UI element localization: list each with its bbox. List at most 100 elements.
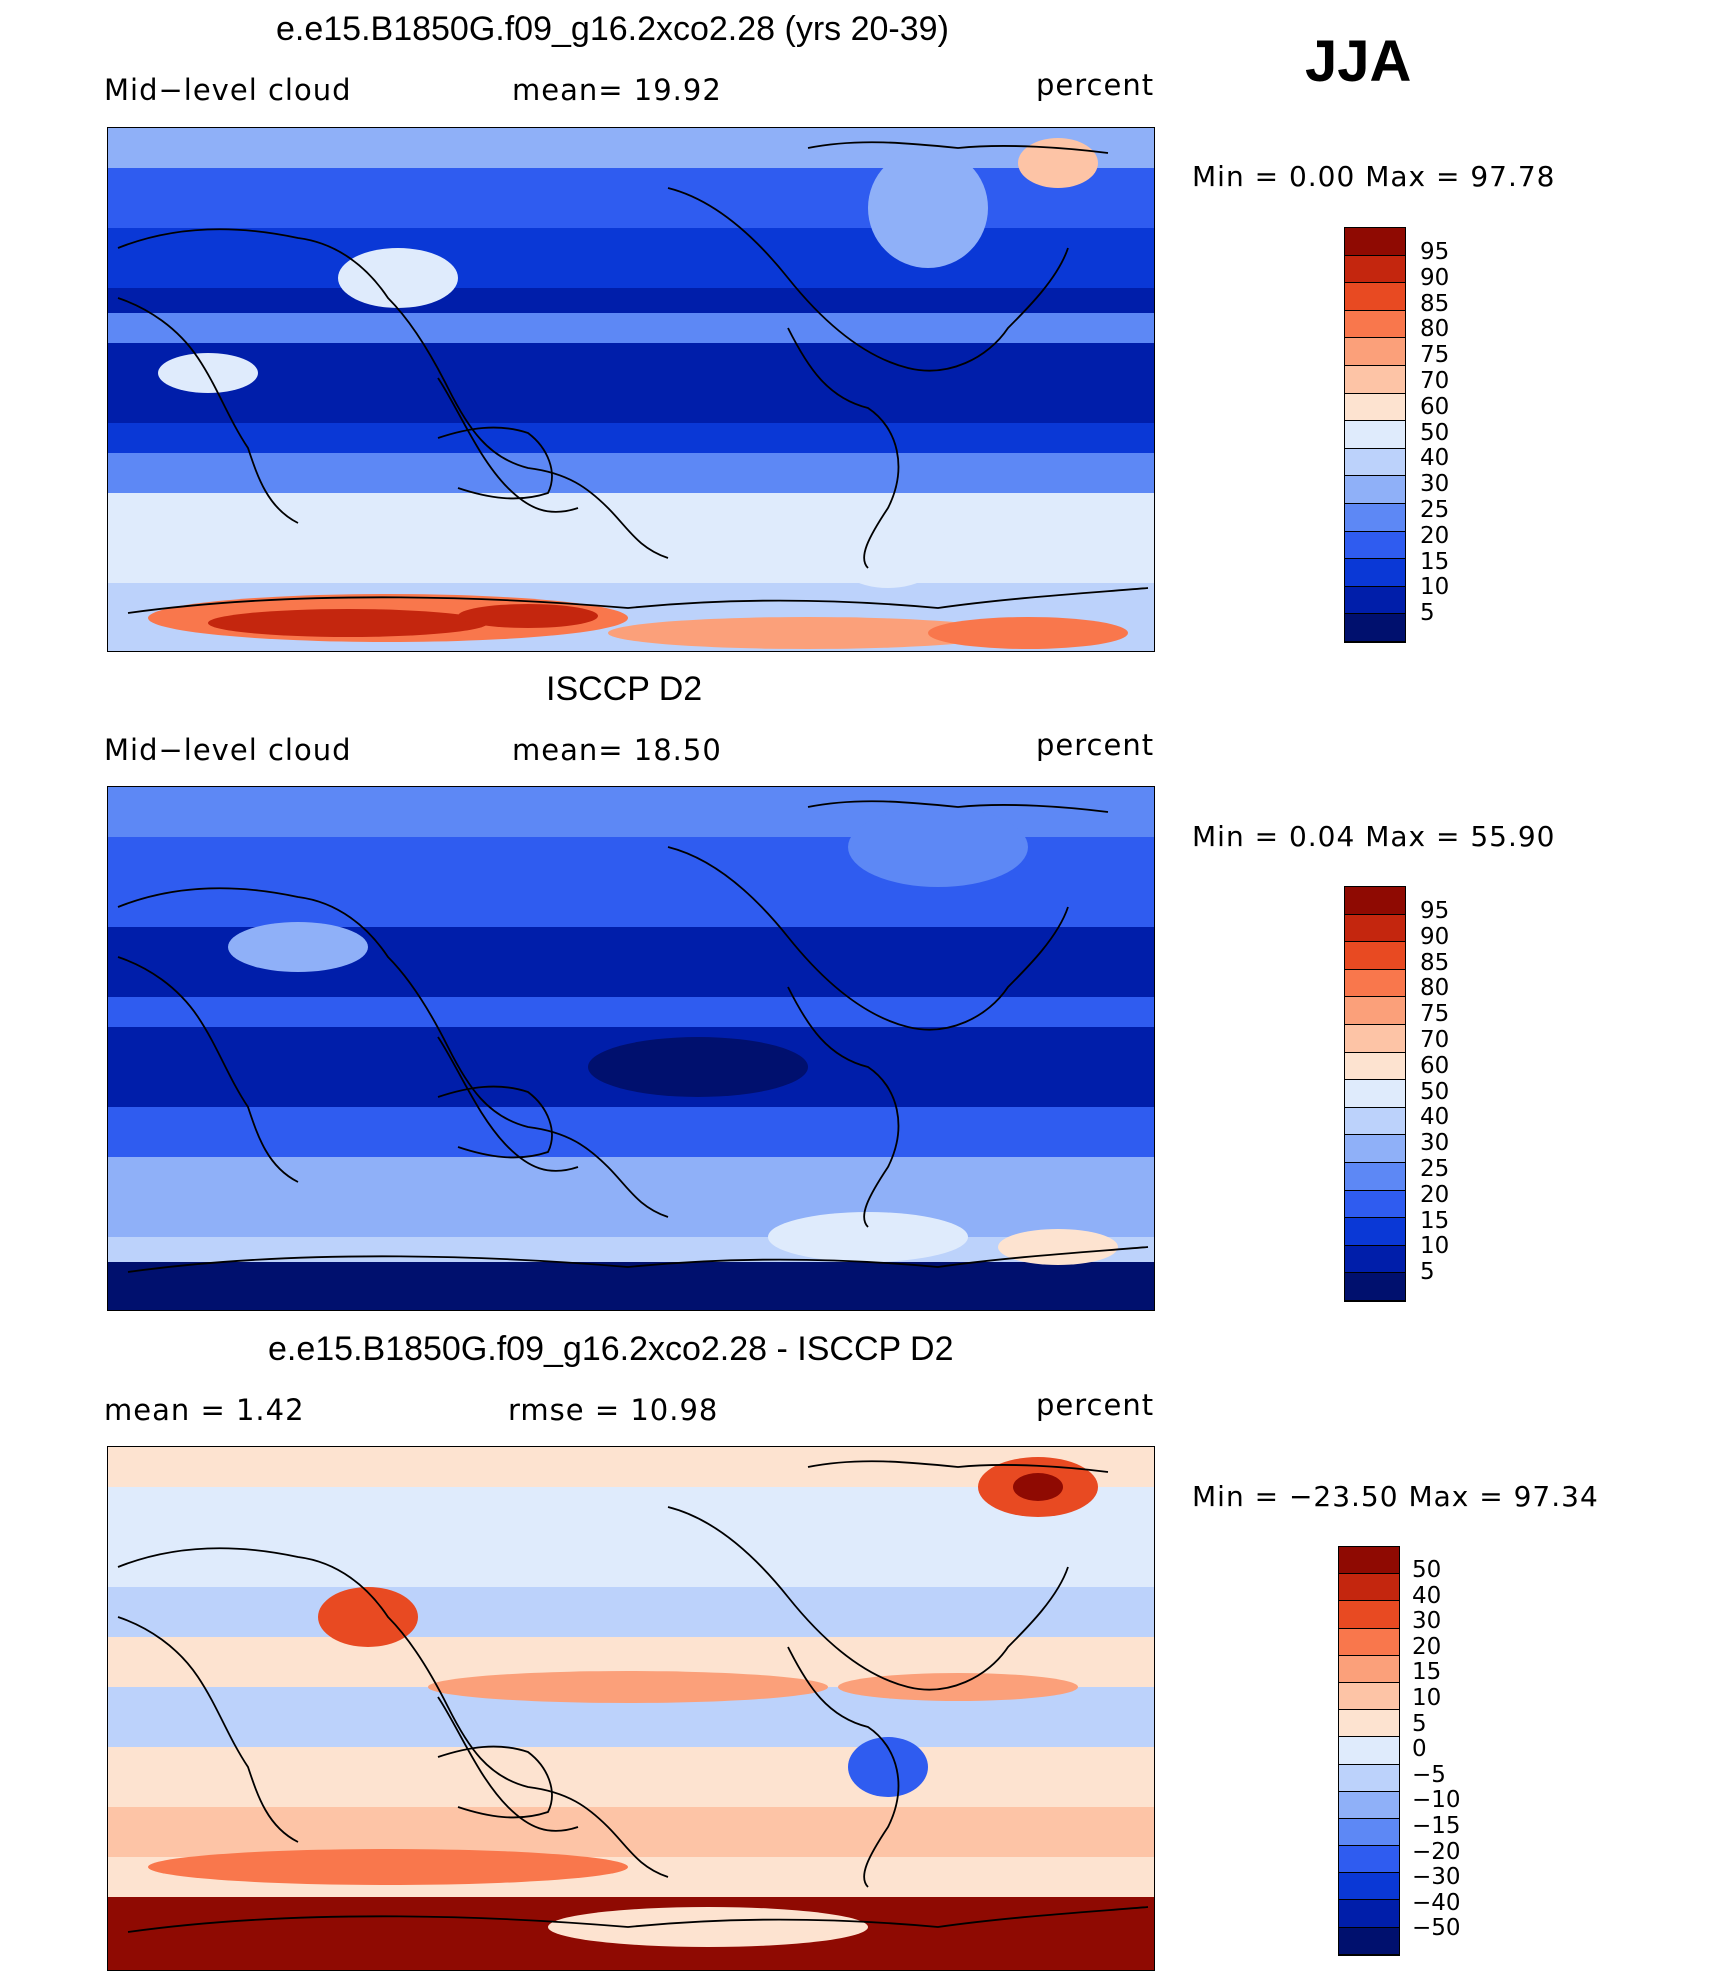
panel3-cb-label: 5 bbox=[1412, 1710, 1427, 1737]
panel3-colorbar bbox=[1338, 1546, 1400, 1956]
colorbar-swatch bbox=[1339, 1601, 1399, 1629]
panel2-mean-label: mean= 18.50 bbox=[512, 733, 722, 767]
panel3-rmse-label: rmse = 10.98 bbox=[508, 1393, 719, 1427]
colorbar-swatch bbox=[1345, 614, 1405, 642]
colorbar-swatch bbox=[1339, 1628, 1399, 1656]
panel3-cb-label: −15 bbox=[1412, 1812, 1461, 1839]
panel3-cb-label: −30 bbox=[1412, 1864, 1461, 1891]
colorbar-swatch bbox=[1345, 1273, 1405, 1301]
colorbar-swatch bbox=[1345, 476, 1405, 504]
colorbar-swatch bbox=[1345, 1135, 1405, 1163]
panel3-minmax: Min = −23.50 Max = 97.34 bbox=[1192, 1480, 1599, 1513]
panel3-cb-label: −10 bbox=[1412, 1787, 1461, 1814]
panel2-cb-label: 85 bbox=[1420, 949, 1450, 976]
colorbar-swatch bbox=[1345, 448, 1405, 477]
panel1-minmax: Min = 0.00 Max = 97.78 bbox=[1192, 160, 1556, 193]
panel1-cb-label: 95 bbox=[1420, 239, 1450, 265]
colorbar-swatch bbox=[1339, 1547, 1399, 1575]
colorbar-swatch bbox=[1339, 1682, 1399, 1711]
panel1-cb-label: 70 bbox=[1420, 367, 1450, 394]
colorbar-swatch bbox=[1339, 1655, 1399, 1683]
panel2-cb-label: 95 bbox=[1420, 898, 1450, 924]
colorbar-swatch bbox=[1345, 942, 1405, 970]
colorbar-swatch bbox=[1345, 969, 1405, 998]
panel3-map bbox=[107, 1446, 1155, 1971]
colorbar-swatch bbox=[1345, 997, 1405, 1025]
panel1-cb-label: 25 bbox=[1420, 496, 1450, 523]
season-label: JJA bbox=[1305, 29, 1412, 94]
panel2-map bbox=[107, 786, 1155, 1311]
colorbar-swatch bbox=[1339, 1710, 1399, 1738]
panel3-cb-label: 20 bbox=[1412, 1633, 1442, 1660]
panel3-cb-label: 15 bbox=[1412, 1659, 1442, 1686]
panel1-title: e.e15.B1850G.f09_g16.2xco2.28 (yrs 20-39… bbox=[276, 10, 949, 48]
panel1-mean-label: mean= 19.92 bbox=[512, 73, 722, 107]
panel1-cb-label: 15 bbox=[1420, 548, 1450, 575]
colorbar-swatch bbox=[1345, 1190, 1405, 1219]
colorbar-swatch bbox=[1345, 586, 1405, 615]
panel2-minmax: Min = 0.04 Max = 55.90 bbox=[1192, 820, 1556, 853]
panel2-cb-label: 25 bbox=[1420, 1155, 1450, 1182]
panel1-units-label: percent bbox=[1036, 68, 1155, 102]
colorbar-swatch bbox=[1339, 1873, 1399, 1901]
panel2-variable-label: Mid−level cloud bbox=[104, 733, 352, 767]
colorbar-swatch bbox=[1345, 503, 1405, 532]
panel2-cb-label: 40 bbox=[1420, 1104, 1450, 1131]
colorbar-swatch bbox=[1345, 255, 1405, 284]
panel3-cb-label: −5 bbox=[1412, 1761, 1446, 1788]
panel1-cb-label: 80 bbox=[1420, 316, 1450, 343]
panel1-cb-label: 75 bbox=[1420, 342, 1450, 369]
panel3-cb-label: 40 bbox=[1412, 1582, 1442, 1609]
panel3-cb-label: −20 bbox=[1412, 1838, 1461, 1865]
colorbar-swatch bbox=[1345, 1245, 1405, 1274]
colorbar-swatch bbox=[1345, 531, 1405, 560]
panel1-cb-label: 20 bbox=[1420, 522, 1450, 549]
panel3-cb-label: −50 bbox=[1412, 1915, 1461, 1942]
panel2-cb-label: 20 bbox=[1420, 1181, 1450, 1208]
panel3-units-label: percent bbox=[1036, 1388, 1155, 1422]
colorbar-swatch bbox=[1345, 228, 1405, 256]
colorbar-swatch bbox=[1345, 1024, 1405, 1053]
colorbar-swatch bbox=[1345, 338, 1405, 366]
panel3-cb-label: 0 bbox=[1412, 1736, 1427, 1763]
colorbar-swatch bbox=[1339, 1846, 1399, 1874]
colorbar-swatch bbox=[1345, 1052, 1405, 1081]
panel1-map bbox=[107, 127, 1155, 652]
panel3-title: e.e15.B1850G.f09_g16.2xco2.28 - ISCCP D2 bbox=[268, 1330, 954, 1368]
panel1-variable-label: Mid−level cloud bbox=[104, 73, 352, 107]
panel2-cb-label: 70 bbox=[1420, 1026, 1450, 1053]
panel3-cb-label: 10 bbox=[1412, 1684, 1442, 1711]
panel1-cb-label: 50 bbox=[1420, 419, 1450, 446]
panel1-cb-label: 5 bbox=[1420, 600, 1435, 627]
colorbar-swatch bbox=[1345, 1080, 1405, 1108]
panel2-cb-label: 75 bbox=[1420, 1001, 1450, 1028]
panel2-cb-label: 30 bbox=[1420, 1130, 1450, 1157]
colorbar-swatch bbox=[1339, 1900, 1399, 1928]
colorbar-swatch bbox=[1345, 310, 1405, 339]
panel2-colorbar bbox=[1344, 886, 1406, 1302]
colorbar-swatch bbox=[1345, 421, 1405, 449]
panel2-cb-label: 90 bbox=[1420, 923, 1450, 950]
panel2-cb-label: 60 bbox=[1420, 1052, 1450, 1079]
panel2-cb-label: 50 bbox=[1420, 1078, 1450, 1105]
colorbar-swatch bbox=[1339, 1764, 1399, 1792]
panel2-cb-label: 5 bbox=[1420, 1259, 1435, 1286]
colorbar-swatch bbox=[1345, 1107, 1405, 1136]
panel1-cb-label: 10 bbox=[1420, 574, 1450, 601]
colorbar-swatch bbox=[1345, 559, 1405, 587]
panel1-cb-label: 85 bbox=[1420, 290, 1450, 317]
panel2-title: ISCCP D2 bbox=[546, 670, 703, 708]
colorbar-swatch bbox=[1345, 393, 1405, 422]
colorbar-swatch bbox=[1345, 1218, 1405, 1246]
panel3-cb-label: 50 bbox=[1412, 1557, 1442, 1583]
panel1-cb-label: 90 bbox=[1420, 264, 1450, 291]
colorbar-swatch bbox=[1345, 914, 1405, 943]
panel1-colorbar bbox=[1344, 227, 1406, 643]
panel3-colorbar-labels: 50 40 30 20 15 10 5 0 −5 −10 −15 −20 −30… bbox=[1412, 1557, 1461, 1942]
colorbar-swatch bbox=[1345, 283, 1405, 311]
panel2-units-label: percent bbox=[1036, 728, 1155, 762]
panel1-cb-label: 40 bbox=[1420, 445, 1450, 472]
colorbar-swatch bbox=[1339, 1791, 1399, 1819]
panel1-cb-label: 30 bbox=[1420, 471, 1450, 498]
panel3-cb-label: 30 bbox=[1412, 1608, 1442, 1635]
